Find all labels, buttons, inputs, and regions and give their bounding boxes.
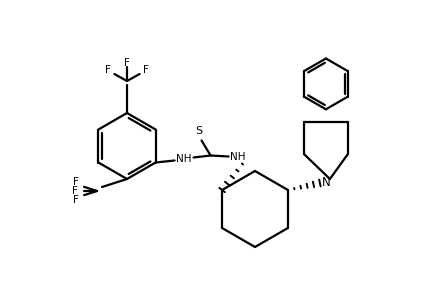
- Text: N: N: [322, 175, 330, 189]
- Text: S: S: [195, 127, 202, 136]
- Text: F: F: [73, 195, 79, 205]
- Text: F: F: [105, 65, 111, 75]
- Text: NH: NH: [176, 153, 191, 164]
- Text: NH: NH: [230, 152, 245, 162]
- Text: F: F: [124, 58, 130, 68]
- Text: F: F: [73, 177, 79, 187]
- Text: F: F: [72, 186, 78, 196]
- Text: F: F: [143, 65, 149, 75]
